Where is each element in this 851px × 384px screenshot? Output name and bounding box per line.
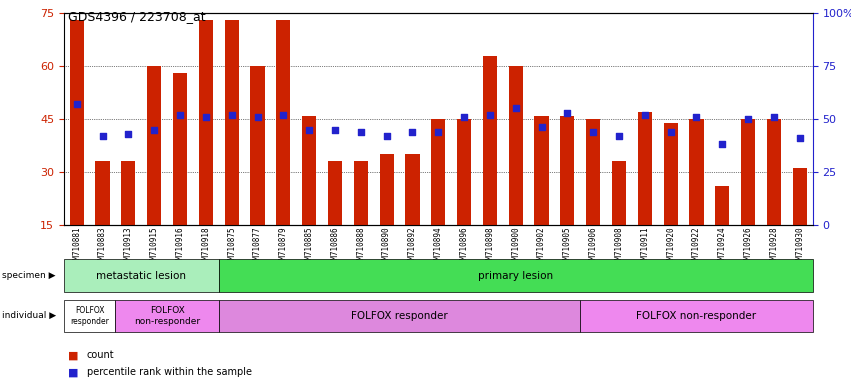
Text: primary lesion: primary lesion <box>478 270 553 281</box>
Point <box>767 114 780 120</box>
Point <box>380 133 393 139</box>
Bar <box>431 119 445 225</box>
Bar <box>405 154 420 225</box>
Text: GDS4396 / 223708_at: GDS4396 / 223708_at <box>68 10 206 23</box>
Bar <box>509 66 523 225</box>
Point <box>638 112 652 118</box>
Point <box>328 126 342 132</box>
Text: ■: ■ <box>68 350 78 360</box>
Bar <box>302 116 317 225</box>
Point <box>664 129 677 135</box>
Point <box>716 141 729 147</box>
Point <box>689 114 703 120</box>
Bar <box>715 186 729 225</box>
Point <box>199 114 213 120</box>
Point <box>147 126 161 132</box>
Bar <box>380 154 394 225</box>
Text: FOLFOX non-responder: FOLFOX non-responder <box>637 311 757 321</box>
Bar <box>122 161 135 225</box>
Bar <box>199 20 213 225</box>
Point <box>793 135 807 141</box>
Point <box>174 112 187 118</box>
Point <box>612 133 625 139</box>
Point <box>277 112 290 118</box>
Point <box>406 129 420 135</box>
Point <box>251 114 265 120</box>
Text: percentile rank within the sample: percentile rank within the sample <box>87 367 252 377</box>
Bar <box>225 20 239 225</box>
Point <box>96 133 110 139</box>
Bar <box>277 20 290 225</box>
Bar <box>767 119 781 225</box>
Bar <box>483 56 497 225</box>
Point <box>225 112 238 118</box>
Bar <box>637 112 652 225</box>
Text: specimen ▶: specimen ▶ <box>2 271 55 280</box>
Bar <box>70 20 84 225</box>
Point <box>302 126 316 132</box>
Bar <box>689 119 704 225</box>
Bar <box>612 161 626 225</box>
Point <box>741 116 755 122</box>
Bar <box>328 161 342 225</box>
Point <box>70 101 83 107</box>
Text: count: count <box>87 350 114 360</box>
Bar <box>586 119 600 225</box>
Point <box>534 124 548 131</box>
Bar <box>354 161 368 225</box>
Point <box>122 131 135 137</box>
Text: metastatic lesion: metastatic lesion <box>96 270 186 281</box>
Bar <box>741 119 755 225</box>
Bar <box>664 122 677 225</box>
Bar <box>250 66 265 225</box>
Bar <box>792 168 807 225</box>
Point <box>483 112 497 118</box>
Text: FOLFOX
responder: FOLFOX responder <box>71 306 109 326</box>
Point <box>509 105 523 111</box>
Bar <box>95 161 110 225</box>
Point <box>586 129 600 135</box>
Text: FOLFOX
non-responder: FOLFOX non-responder <box>134 306 200 326</box>
Point <box>561 110 574 116</box>
Text: ■: ■ <box>68 367 78 377</box>
Bar <box>534 116 549 225</box>
Bar <box>560 116 574 225</box>
Point <box>354 129 368 135</box>
Bar <box>147 66 162 225</box>
Text: FOLFOX responder: FOLFOX responder <box>351 311 448 321</box>
Point <box>457 114 471 120</box>
Point <box>431 129 445 135</box>
Bar <box>173 73 187 225</box>
Bar <box>457 119 471 225</box>
Text: individual ▶: individual ▶ <box>2 311 56 320</box>
